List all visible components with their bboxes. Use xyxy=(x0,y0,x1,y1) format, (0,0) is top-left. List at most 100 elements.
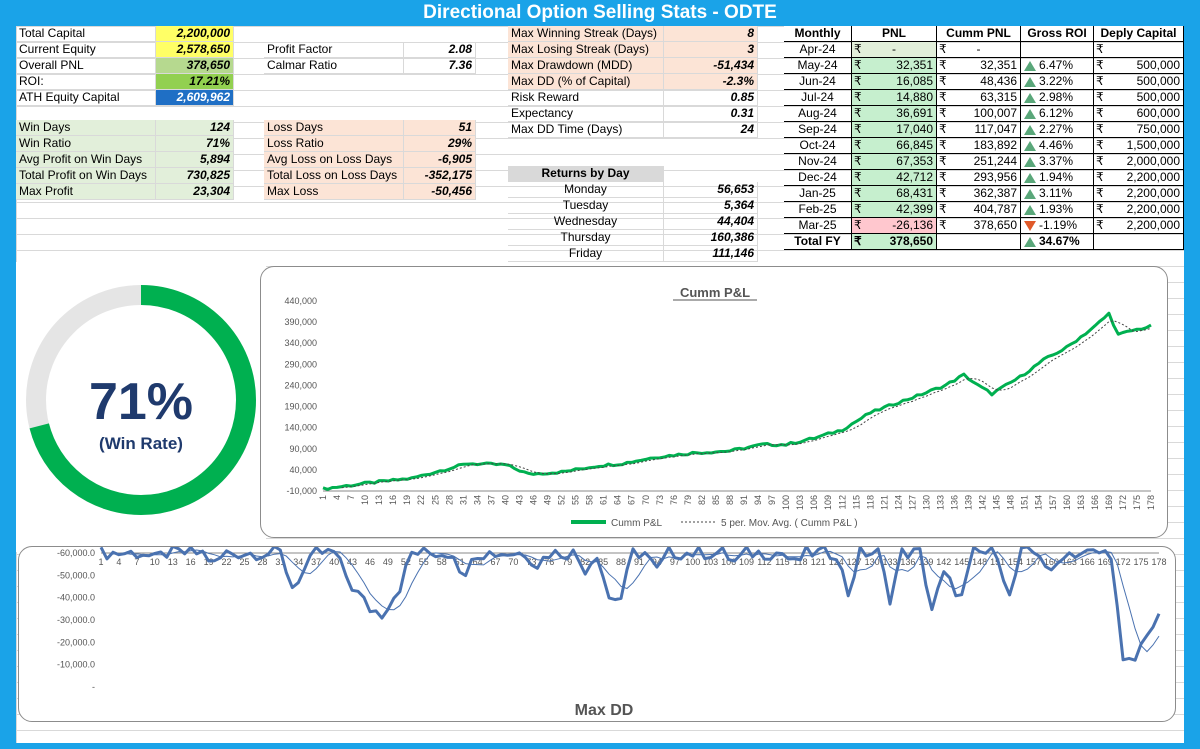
y-tick-label: -60,000.0 xyxy=(57,548,95,558)
legend-label: 5 per. Mov. Avg. ( Cumm P&L ) xyxy=(721,518,858,529)
month-deployed-capital: 2,200,000 ₹ xyxy=(1094,202,1184,218)
rupee-symbol: ₹ xyxy=(1096,154,1104,168)
x-tick-label: 169 xyxy=(1104,495,1114,510)
arrow-up-icon xyxy=(1024,124,1036,135)
x-tick-label: 103 xyxy=(703,557,718,567)
win-stat-value: 124 xyxy=(156,120,234,136)
rupee-symbol: ₹ xyxy=(854,138,862,152)
x-tick-label: 115 xyxy=(851,495,861,509)
x-tick-label: 109 xyxy=(823,495,833,510)
stat-label: Overall PNL xyxy=(16,58,156,74)
legend-label: Cumm P&L xyxy=(611,518,663,529)
month-label: Sep-24 xyxy=(784,122,852,138)
x-tick-label: 13 xyxy=(374,495,384,505)
x-tick-label: 79 xyxy=(562,557,572,567)
arrow-up-icon xyxy=(1024,76,1036,87)
month-deployed-capital: 2,200,000 ₹ xyxy=(1094,186,1184,202)
arrow-down-icon xyxy=(1024,220,1036,231)
month-roi: 1.93% xyxy=(1021,202,1094,218)
x-tick-label: 49 xyxy=(383,557,393,567)
y-tick-label: 440,000 xyxy=(284,296,317,306)
month-roi-value: 1.93% xyxy=(1039,202,1074,216)
x-tick-label: 178 xyxy=(1151,557,1166,567)
y-tick-label: -50,000.0 xyxy=(57,570,95,580)
x-tick-label: 31 xyxy=(275,557,285,567)
month-roi: 1.94% xyxy=(1021,170,1094,186)
month-roi xyxy=(1021,42,1094,58)
rupee-symbol: ₹ xyxy=(854,106,862,120)
month-roi-value: 2.27% xyxy=(1039,122,1074,136)
month-roi-value: 2.98% xyxy=(1039,90,1074,104)
month-deployed-capital: 500,000 ₹ xyxy=(1094,74,1184,90)
streak-label: Expectancy xyxy=(508,106,664,122)
x-tick-label: 7 xyxy=(134,557,139,567)
x-tick-label: 52 xyxy=(557,495,567,505)
y-tick-label: 140,000 xyxy=(284,423,317,433)
monthly-header-1: PNL xyxy=(852,26,937,42)
rupee-symbol: ₹ xyxy=(1096,170,1104,184)
month-deployed-capital: 1,500,000 ₹ xyxy=(1094,138,1184,154)
month-deployed-capital: 750,000 ₹ xyxy=(1094,122,1184,138)
x-tick-label: 34 xyxy=(472,495,482,505)
month-deployed-capital: 2,200,000 ₹ xyxy=(1094,170,1184,186)
x-tick-label: 64 xyxy=(613,495,623,505)
rupee-symbol: ₹ xyxy=(939,218,947,232)
loss-stat-label: Loss Days xyxy=(264,120,404,136)
arrow-up-icon xyxy=(1024,108,1036,119)
rupee-symbol: ₹ xyxy=(939,154,947,168)
series-line xyxy=(99,544,1161,662)
month-deployed-capital: 2,000,000 ₹ xyxy=(1094,154,1184,170)
month-deployed-capital: 600,000 ₹ xyxy=(1094,106,1184,122)
rupee-symbol: ₹ xyxy=(939,202,947,216)
loss-stat-value: -50,456 xyxy=(404,184,476,200)
month-cumm-pnl: 32,351 ₹ xyxy=(937,58,1021,74)
loss-stat-value: 51 xyxy=(404,120,476,136)
x-tick-label: 103 xyxy=(795,495,805,510)
month-cumm-pnl: 362,387 ₹ xyxy=(937,186,1021,202)
spreadsheet-area: Total Capital 2,200,000 Current Equity 2,57… xyxy=(16,26,1184,743)
rupee-symbol: ₹ xyxy=(939,42,947,56)
x-tick-label: 79 xyxy=(683,495,693,505)
x-tick-label: 40 xyxy=(500,495,510,505)
month-label: Aug-24 xyxy=(784,106,852,122)
x-tick-label: 142 xyxy=(978,495,988,510)
x-tick-label: 157 xyxy=(1048,495,1058,510)
x-tick-label: 25 xyxy=(430,495,440,505)
month-deployed-capital: ₹ xyxy=(1094,42,1184,58)
month-roi-value: 6.47% xyxy=(1039,58,1074,72)
cumm-pnl-chart[interactable]: Cumm P&L -10,000 40,000 90,000 140,000 190,00… xyxy=(260,266,1168,538)
x-tick-label: 85 xyxy=(711,495,721,505)
month-cumm-pnl: 378,650 ₹ xyxy=(937,218,1021,234)
month-roi-value: 3.37% xyxy=(1039,154,1074,168)
x-tick-label: 148 xyxy=(1006,495,1016,510)
rupee-symbol: ₹ xyxy=(1096,186,1104,200)
arrow-up-icon xyxy=(1024,140,1036,151)
arrow-up-icon xyxy=(1024,172,1036,183)
monthly-header-3: Gross ROI xyxy=(1021,26,1094,42)
moving-average-line xyxy=(341,320,1152,489)
rupee-symbol: ₹ xyxy=(854,234,862,248)
x-tick-label: 82 xyxy=(580,557,590,567)
x-tick-label: 127 xyxy=(847,557,862,567)
x-tick-label: 175 xyxy=(1132,495,1142,510)
stat-value: 2,200,000 xyxy=(156,26,234,42)
rupee-symbol: ₹ xyxy=(854,202,862,216)
streak-label: Max Drawdown (MDD) xyxy=(508,58,664,74)
stat-label: Total Capital xyxy=(16,26,156,42)
rupee-symbol: ₹ xyxy=(854,90,862,104)
x-tick-label: 22 xyxy=(416,495,426,505)
x-tick-label: 37 xyxy=(311,557,321,567)
x-tick-label: 118 xyxy=(793,557,807,567)
month-cumm-pnl: 183,892 ₹ xyxy=(937,138,1021,154)
y-tick-label: -20,000.0 xyxy=(57,637,95,647)
stat-value: 17.21% xyxy=(156,74,234,90)
x-tick-label: 166 xyxy=(1090,495,1100,510)
stat-value: 2,578,650 xyxy=(156,42,234,58)
x-tick-label: 97 xyxy=(767,495,777,505)
loss-stat-label: Total Loss on Loss Days xyxy=(264,168,404,184)
x-tick-label: 25 xyxy=(239,557,249,567)
max-dd-chart[interactable]: Max DD - -10,000.0 -20,000.0 -30,000.0 -40,00… xyxy=(18,544,1176,722)
x-tick-label: 151 xyxy=(1020,495,1030,510)
x-tick-label: 115 xyxy=(775,557,789,567)
y-tick-label: 390,000 xyxy=(284,317,317,327)
